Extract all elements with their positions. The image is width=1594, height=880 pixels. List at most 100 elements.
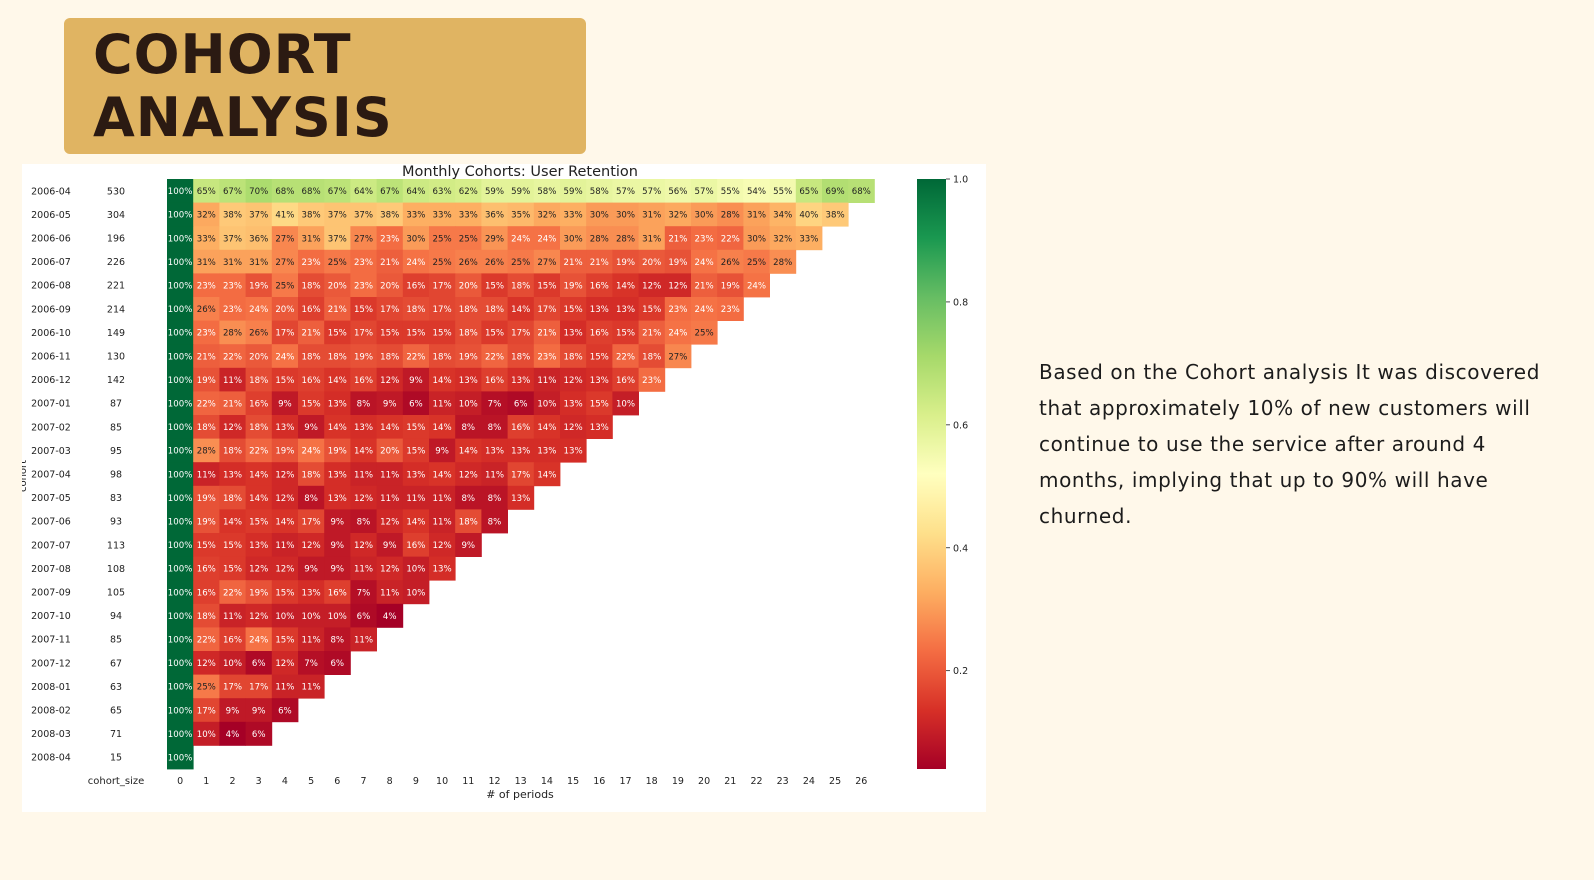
heatmap-cell bbox=[533, 462, 561, 487]
cohort-label: 2008-03 bbox=[31, 729, 71, 740]
heatmap-cell bbox=[507, 367, 535, 392]
heatmap-cell bbox=[376, 297, 404, 321]
cell-data-label: 12% bbox=[275, 494, 294, 504]
cell-data-label: 13% bbox=[354, 423, 373, 433]
cell-data-label: 19% bbox=[197, 518, 216, 528]
cohort-label: 2006-04 bbox=[31, 186, 71, 197]
cell-data-label: 28% bbox=[223, 329, 242, 339]
heatmap-cell bbox=[324, 391, 351, 416]
heatmap-cell bbox=[402, 415, 430, 439]
heatmap-cell bbox=[193, 202, 220, 227]
cell-data-label: 33% bbox=[564, 211, 583, 221]
heatmap-cell bbox=[193, 438, 220, 463]
cell-data-label: 24% bbox=[537, 234, 556, 244]
heatmap-cell bbox=[167, 415, 194, 439]
y-axis-label: cohort bbox=[22, 460, 29, 492]
cell-data-label: 21% bbox=[642, 329, 661, 339]
heatmap-cell bbox=[376, 391, 404, 416]
heatmap-cell bbox=[717, 202, 744, 227]
heatmap-cell bbox=[533, 391, 561, 416]
cell-data-label: 100% bbox=[168, 470, 193, 480]
period-tick-label: 6 bbox=[334, 776, 340, 787]
heatmap-cell bbox=[664, 249, 692, 274]
period-tick-label: 19 bbox=[672, 776, 684, 787]
heatmap-cell bbox=[481, 320, 508, 345]
heatmap-cell bbox=[271, 344, 299, 369]
heatmap-cell bbox=[271, 580, 299, 605]
heatmap-cell bbox=[193, 533, 220, 557]
cell-data-label: 9% bbox=[461, 541, 475, 551]
cell-data-label: 6% bbox=[252, 659, 266, 669]
cell-data-label: 11% bbox=[537, 376, 556, 386]
heatmap-cell bbox=[481, 297, 508, 321]
heatmap-cell bbox=[691, 179, 718, 203]
heatmap-cell bbox=[586, 273, 613, 298]
cell-data-label: 14% bbox=[249, 494, 268, 504]
cell-data-label: 25% bbox=[433, 234, 452, 244]
heatmap-cell bbox=[481, 249, 508, 274]
heatmap-cell bbox=[324, 344, 351, 369]
heatmap-cell bbox=[429, 226, 456, 251]
heatmap-cell bbox=[455, 320, 482, 345]
cell-data-label: 16% bbox=[406, 282, 425, 292]
cell-data-label: 22% bbox=[406, 352, 425, 362]
cell-data-label: 16% bbox=[197, 588, 216, 598]
cohort-size-label: 87 bbox=[110, 399, 122, 410]
heatmap-cell bbox=[245, 297, 273, 321]
cohort-label: 2007-09 bbox=[31, 588, 71, 599]
cell-data-label: 100% bbox=[168, 706, 193, 716]
heatmap-cell bbox=[664, 202, 692, 227]
heatmap-cell bbox=[219, 438, 246, 463]
heatmap-cell bbox=[560, 297, 587, 321]
cell-data-label: 38% bbox=[223, 211, 242, 221]
cohort-size-label: 98 bbox=[110, 470, 122, 481]
cell-data-label: 24% bbox=[668, 329, 687, 339]
cell-data-label: 23% bbox=[302, 258, 321, 268]
cell-data-label: 11% bbox=[302, 683, 321, 693]
heatmap-cell bbox=[376, 509, 404, 534]
cell-data-label: 18% bbox=[302, 470, 321, 480]
cell-data-label: 18% bbox=[249, 376, 268, 386]
heatmap-cell bbox=[795, 202, 823, 227]
heatmap-cell bbox=[324, 603, 351, 628]
cohort-size-label: 105 bbox=[107, 588, 125, 599]
heatmap-cell bbox=[245, 320, 273, 345]
heatmap-cell bbox=[271, 627, 299, 652]
heatmap-cell bbox=[245, 721, 273, 746]
heatmap-cell bbox=[848, 179, 875, 203]
cell-data-label: 64% bbox=[406, 187, 425, 197]
cell-data-label: 11% bbox=[406, 494, 425, 504]
cell-data-label: 15% bbox=[406, 329, 425, 339]
period-tick-label: 2 bbox=[229, 776, 235, 787]
heatmap-cell bbox=[193, 580, 220, 605]
cell-data-label: 17% bbox=[302, 518, 321, 528]
cohort-size-label: 530 bbox=[107, 186, 125, 197]
heatmap-cell bbox=[245, 391, 273, 416]
cell-data-label: 13% bbox=[564, 400, 583, 410]
cell-data-label: 15% bbox=[642, 305, 661, 315]
heatmap-cell bbox=[350, 462, 377, 487]
cohort-label: 2008-02 bbox=[31, 706, 71, 717]
cell-data-label: 22% bbox=[616, 352, 635, 362]
cell-data-label: 15% bbox=[275, 376, 294, 386]
heatmap-cell bbox=[691, 249, 718, 274]
heatmap-cell bbox=[507, 462, 535, 487]
cell-data-label: 15% bbox=[302, 400, 321, 410]
cell-data-label: 10% bbox=[302, 612, 321, 622]
cohort-label: 2006-05 bbox=[31, 210, 71, 221]
cell-data-label: 17% bbox=[511, 329, 530, 339]
heatmap-cell bbox=[298, 509, 325, 534]
heatmap-cell bbox=[219, 226, 246, 251]
cell-data-label: 15% bbox=[275, 636, 294, 646]
cell-data-label: 7% bbox=[304, 659, 318, 669]
heatmap-cell bbox=[507, 344, 535, 369]
heatmap-cell bbox=[245, 367, 273, 392]
cell-data-label: 15% bbox=[537, 282, 556, 292]
cell-data-label: 59% bbox=[564, 187, 583, 197]
cohort-label: 2008-01 bbox=[31, 682, 71, 693]
heatmap-cell bbox=[245, 627, 273, 652]
cell-data-label: 6% bbox=[252, 730, 266, 740]
cell-data-label: 13% bbox=[275, 423, 294, 433]
cell-data-label: 13% bbox=[433, 565, 452, 575]
heatmap-cell bbox=[429, 556, 456, 581]
